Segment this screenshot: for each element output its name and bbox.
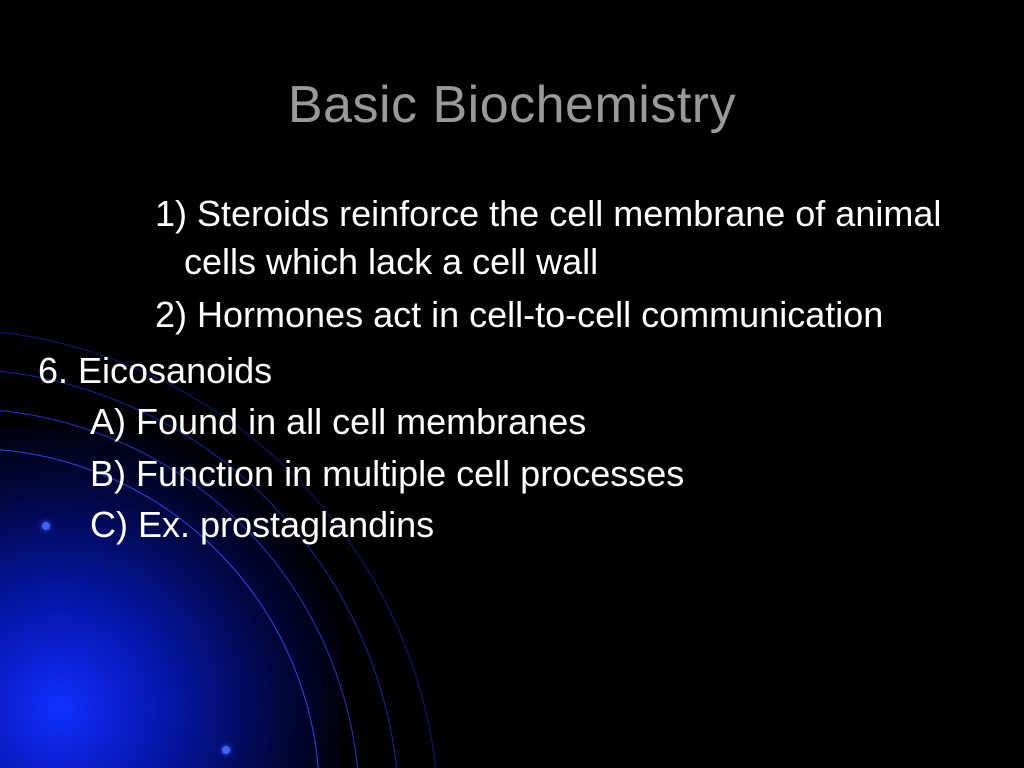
slide-container: Basic Biochemistry 1) Steroids reinforce… [0, 0, 1024, 768]
list-subitem-a: A) Found in all cell membranes [0, 398, 1024, 446]
list-item-6: 6. Eicosanoids [0, 347, 1024, 395]
list-subitem-c: C) Ex. prostaglandins [0, 501, 1024, 549]
slide-title: Basic Biochemistry [0, 75, 1024, 135]
slide-body: 1) Steroids reinforce the cell membrane … [0, 190, 1024, 549]
list-item-1: 1) Steroids reinforce the cell membrane … [29, 190, 1024, 285]
list-subitem-b: B) Function in multiple cell processes [0, 450, 1024, 498]
list-item-2: 2) Hormones act in cell-to-cell communic… [29, 291, 1024, 339]
